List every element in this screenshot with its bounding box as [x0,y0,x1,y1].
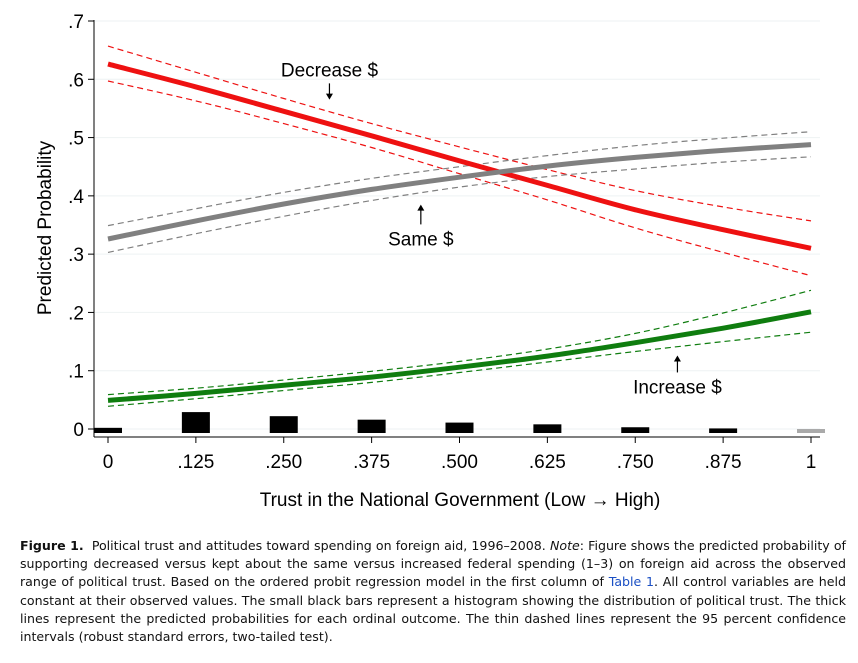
annotation-arrow-head [325,93,333,100]
y-tick-label: .7 [68,12,84,33]
annotation-arrow-head [673,355,681,362]
same-series-line [107,142,812,242]
histogram-bar [357,419,386,433]
annotation-increase-label: Increase $ [633,377,722,398]
histogram-bar [94,427,122,433]
axes [93,20,820,438]
y-tick-label: .3 [68,245,84,266]
decrease-series-line [107,61,812,251]
histogram-bar [533,424,562,433]
x-tick-label: .375 [353,452,390,473]
caption-note-label: Note [549,538,580,553]
x-tick-label: .250 [265,452,302,473]
same-ci-lower-line [107,156,812,253]
same-ci-upper-line [107,131,812,227]
x-tick-label: .125 [177,452,214,473]
annotation-decrease-label: Decrease $ [281,60,379,81]
axis-ticks: 0 .1 .2 .3 .4 .5 .6 .7 0 .125 .250 .375 .500 .625 .750… [68,12,816,473]
x-tick-label: 1 [806,452,817,473]
x-tick-label: .750 [617,452,654,473]
y-tick-label: .6 [68,70,84,91]
histogram [94,412,825,433]
x-tick-label: .625 [529,452,566,473]
y-tick-label: .2 [68,303,84,324]
x-tick-label: .875 [705,452,742,473]
y-tick-label: .4 [68,187,84,208]
histogram-bar [445,422,474,433]
x-axis-label: Trust in the National Government (Low → … [260,490,661,511]
histogram-bar [181,412,210,433]
decrease-ci-lower-line [107,80,812,277]
caption-label: Figure 1. [20,538,84,553]
annotation-same-label: Same $ [388,229,454,250]
decrease-ci-upper-line [107,45,812,222]
histogram-bar [269,416,298,433]
caption-table-link[interactable]: Table 1 [608,574,655,590]
increase-series-line [107,309,812,403]
annotations: Decrease $ Same $ Increase $ [281,60,722,398]
histogram-bar [621,427,650,433]
caption-text-3: . All control variables are held constan… [20,574,846,645]
caption-text-2: : Figure shows the predicted probability… [20,538,846,590]
y-tick-label: .5 [68,129,84,150]
x-tick-label: .500 [441,452,478,473]
series-lines [107,61,812,403]
grid-layer [95,20,820,430]
confidence-intervals [107,45,812,407]
caption-text-1: Political trust and attitudes toward spe… [91,538,546,553]
increase-ci-lower-line [107,331,812,407]
y-tick-label: 0 [73,420,84,441]
y-tick-label: .1 [68,362,84,383]
figure-caption: Figure 1. Political trust and attitudes … [20,537,846,646]
annotation-arrow-head [417,204,425,211]
figure-chart: 0 .1 .2 .3 .4 .5 .6 .7 0 .125 .250 .375 .500 .625 .750… [35,12,825,511]
y-axis-label: Predicted Probability [35,140,56,315]
histogram-bar [709,428,738,433]
histogram-bar [797,429,825,433]
increase-ci-upper-line [107,289,812,396]
x-tick-label: 0 [103,452,114,473]
